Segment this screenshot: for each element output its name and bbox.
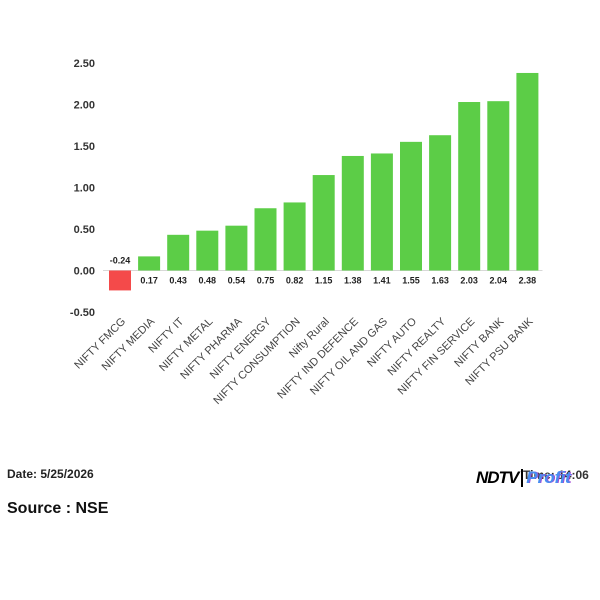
data-label: -0.24 <box>110 256 131 266</box>
data-label: 2.04 <box>490 276 508 286</box>
bar <box>109 270 131 291</box>
data-label: 1.15 <box>315 276 333 286</box>
bar <box>400 141 422 271</box>
y-tick-label: 2.00 <box>74 100 95 112</box>
logo-ndtv-text: NDTV <box>476 468 519 487</box>
value-labels: -0.24 0.17 0.43 0.48 0.54 0.75 0.82 1.15 1.38 1.4… <box>110 256 536 286</box>
data-label: 2.03 <box>460 276 478 286</box>
ndtv-profit-logo: NDTV Profit <box>476 466 571 490</box>
y-tick-label: 0.50 <box>74 224 95 236</box>
data-label: 2.38 <box>519 276 537 286</box>
logo-profit-text: Profit <box>526 468 571 487</box>
bar <box>138 256 161 271</box>
data-label: 0.48 <box>199 276 217 286</box>
y-tick-label: 2.50 <box>74 58 95 70</box>
data-label: 0.54 <box>228 276 246 286</box>
data-label: 1.55 <box>402 276 420 286</box>
bar <box>429 135 452 271</box>
data-label: 0.75 <box>257 276 275 286</box>
data-label: 1.41 <box>373 276 391 286</box>
source-label: Source : NSE <box>7 500 109 517</box>
y-tick-label: -0.50 <box>70 307 95 319</box>
y-tick-label: 1.00 <box>74 183 95 195</box>
data-label: 0.43 <box>169 276 187 286</box>
bar <box>341 155 364 271</box>
y-tick-label: 1.50 <box>74 141 95 153</box>
logo-separator <box>521 469 524 487</box>
data-label: 0.82 <box>286 276 304 286</box>
y-tick-label: 0.00 <box>74 266 95 278</box>
bar <box>370 153 393 271</box>
data-label: 0.17 <box>140 276 158 286</box>
bar <box>516 72 539 271</box>
date-label: Date: 5/25/2026 <box>7 467 94 481</box>
bar <box>196 230 219 271</box>
bar <box>487 101 510 271</box>
data-label: 1.63 <box>431 276 449 286</box>
bar-chart: 2.50 2.00 1.50 1.00 0.50 0.00 -0.50 -0.24 0.17 0… <box>70 58 543 407</box>
data-label: 1.38 <box>344 276 362 286</box>
bar <box>167 234 190 271</box>
time-label: Time: 14:06 <box>523 468 589 482</box>
bar <box>458 102 481 271</box>
bar <box>254 208 277 271</box>
bar <box>225 225 248 271</box>
bar <box>283 202 306 271</box>
bar <box>312 175 335 271</box>
bars <box>109 72 539 291</box>
